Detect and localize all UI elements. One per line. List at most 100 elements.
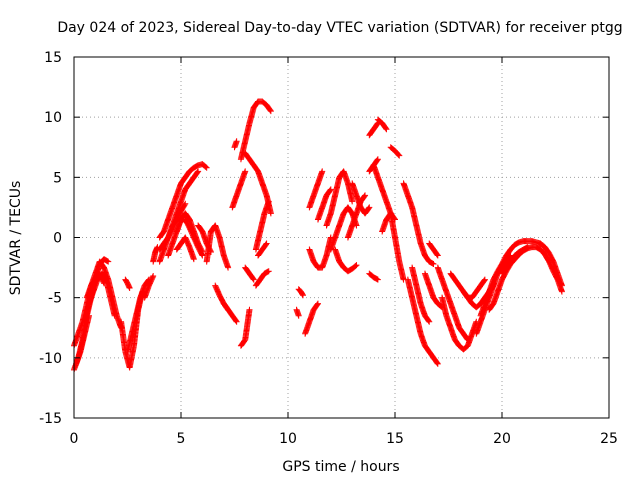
- y-axis-label: SDTVAR / TECUs: [8, 181, 24, 296]
- data-point: [396, 152, 403, 159]
- data-point: [267, 107, 274, 114]
- series-arc42: [366, 120, 381, 139]
- data-point: [374, 121, 381, 128]
- x-tick-label: 25: [600, 431, 618, 447]
- series-arc44: [366, 270, 381, 283]
- data-point: [126, 285, 133, 292]
- data-point: [233, 318, 240, 325]
- data-point: [105, 258, 112, 265]
- series-arc08: [124, 276, 152, 355]
- data-point: [100, 280, 107, 287]
- data-point: [250, 276, 257, 283]
- data-point: [199, 248, 206, 255]
- series-arc29: [252, 198, 272, 253]
- data-point: [246, 306, 253, 313]
- data-point: [242, 168, 249, 175]
- data-point: [362, 192, 369, 199]
- data-point: [195, 168, 202, 175]
- series-arc05: [83, 270, 107, 301]
- series-arc16: [173, 210, 206, 255]
- data-point: [374, 276, 381, 283]
- series-arc49: [387, 210, 407, 283]
- series-arc45: [374, 116, 390, 133]
- data-point: [299, 291, 306, 298]
- data-point: [524, 244, 531, 251]
- series-arc03: [73, 312, 92, 367]
- data-point: [314, 301, 321, 308]
- y-tick-label: -10: [39, 351, 62, 367]
- data-point: [434, 360, 441, 367]
- data-point: [202, 163, 209, 170]
- series-arc28: [252, 268, 272, 289]
- data-point: [352, 262, 359, 269]
- axis-ticks: [73, 56, 610, 419]
- series-arc31: [295, 286, 306, 299]
- data-point: [382, 125, 389, 132]
- data-point: [267, 210, 274, 217]
- data-point: [299, 292, 306, 299]
- data-point: [430, 260, 437, 267]
- series-arc26: [242, 150, 274, 217]
- series-arc48: [387, 144, 403, 159]
- data-point: [374, 157, 381, 164]
- data-point: [265, 198, 272, 205]
- series-arc34: [306, 234, 334, 271]
- data-point: [194, 169, 201, 176]
- chart-title: Day 024 of 2023, Sidereal Day-to-day VTE…: [57, 20, 622, 36]
- data-point: [558, 288, 565, 295]
- y-tick-label: 5: [53, 170, 62, 186]
- data-point: [233, 138, 240, 145]
- series-arc11: [150, 244, 161, 265]
- series-arc12: [156, 161, 210, 241]
- series-arc38: [327, 204, 360, 253]
- series-arc19: [203, 222, 232, 271]
- series-arc33: [302, 300, 321, 337]
- series-arc27: [242, 264, 257, 283]
- series-arc22: [231, 138, 240, 151]
- y-tick-label: 0: [53, 231, 62, 247]
- data-point: [250, 275, 257, 282]
- series-arc36: [314, 186, 334, 223]
- data-point: [225, 264, 232, 271]
- data-point: [314, 300, 321, 307]
- data-point: [361, 193, 368, 200]
- series-arc09: [122, 276, 133, 292]
- series-arc10: [141, 273, 157, 301]
- x-tick-labels: 0 5 10 15 20 25: [70, 431, 618, 447]
- y-tick-label: 15: [44, 50, 62, 66]
- series-arc55: [434, 264, 471, 343]
- data-points: [71, 98, 565, 373]
- data-point: [425, 317, 432, 324]
- data-point: [349, 198, 356, 205]
- x-tick-label: 10: [279, 431, 297, 447]
- data-point: [383, 126, 390, 133]
- series-arc51: [404, 276, 441, 367]
- data-point: [434, 359, 441, 366]
- y-tick-label: -5: [48, 291, 62, 307]
- series-arc17: [173, 234, 197, 263]
- data-point: [233, 317, 240, 324]
- series-arc52: [409, 264, 433, 325]
- data-point: [198, 247, 205, 254]
- y-tick-label: -15: [39, 411, 62, 427]
- x-axis-label: GPS time / hours: [282, 459, 399, 475]
- data-point: [481, 277, 488, 284]
- series-arc23: [229, 168, 249, 211]
- series-arc41: [349, 180, 373, 217]
- series-arc54: [426, 240, 441, 259]
- data-point: [426, 318, 433, 325]
- data-point: [353, 262, 360, 269]
- data-point: [190, 256, 197, 263]
- x-tick-label: 0: [70, 431, 79, 447]
- data-point: [262, 241, 269, 248]
- series-arc24: [237, 306, 253, 349]
- series-arc39: [332, 246, 360, 275]
- data-point: [267, 108, 274, 115]
- data-point: [150, 273, 157, 280]
- data-point: [182, 200, 189, 207]
- series-arc21: [220, 300, 240, 325]
- series-arc25: [237, 98, 274, 163]
- series-arc30: [255, 240, 270, 259]
